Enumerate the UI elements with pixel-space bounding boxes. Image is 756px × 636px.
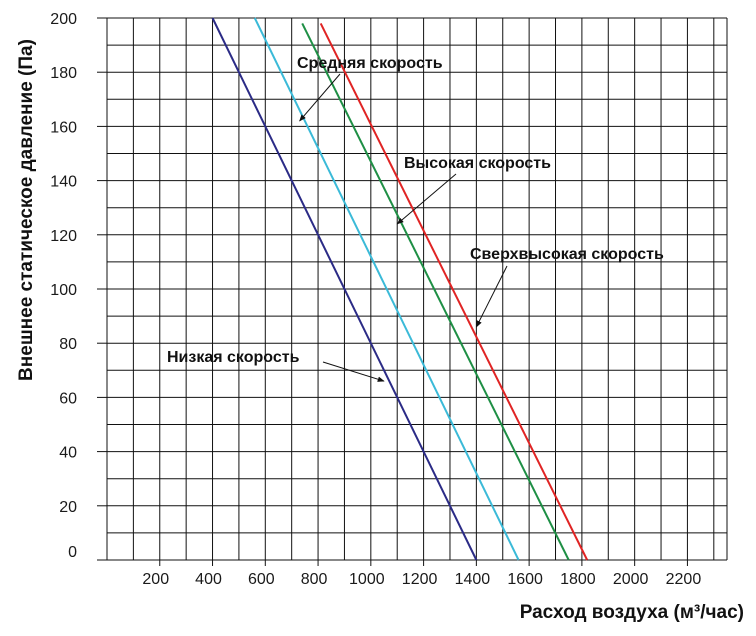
x-tick-label: 2000 xyxy=(613,571,649,588)
x-tick-label: 400 xyxy=(195,571,222,588)
series-line-1 xyxy=(253,17,520,561)
x-tick-label: 1000 xyxy=(349,571,385,588)
x-tick-labels: 200 400 600 800 1000 1200 1400 1600 1800 2000 2200 xyxy=(142,571,701,588)
x-tick-label: 1200 xyxy=(402,571,438,588)
y-tick-label: 20 xyxy=(59,499,77,516)
x-tick-label: 1600 xyxy=(507,571,543,588)
x-tick-label: 800 xyxy=(301,571,328,588)
x-tick-label: 600 xyxy=(248,571,275,588)
y-tick-label: 40 xyxy=(59,445,77,462)
annotation-arrow-1 xyxy=(396,173,457,225)
y-tick-labels: 0 20 40 60 80 100 120 140 160 180 200 xyxy=(50,11,77,561)
x-tick-label: 1400 xyxy=(455,571,491,588)
x-axis-label: Расход воздуха (м³/час) xyxy=(520,602,744,623)
series-line-3 xyxy=(319,22,589,561)
y-tick-label: 60 xyxy=(59,390,77,407)
y-tick-label: 100 xyxy=(50,282,77,299)
annotation-arrow-2 xyxy=(475,265,508,328)
annotation-arrow-3 xyxy=(322,361,385,382)
y-tick-label: 140 xyxy=(50,174,77,191)
series-line-0 xyxy=(211,17,478,561)
annotation-label-3: Низкая скорость xyxy=(167,349,300,366)
x-tick-label: 1800 xyxy=(560,571,596,588)
y-tick-label: 120 xyxy=(50,228,77,245)
y-tick-label: 180 xyxy=(50,65,77,82)
x-tick-label: 200 xyxy=(142,571,169,588)
annotation-label-0: Средняя скорость xyxy=(297,55,443,72)
annotation-arrow-0 xyxy=(299,73,341,122)
grid xyxy=(97,17,728,566)
y-tick-label: 0 xyxy=(68,544,77,561)
y-tick-label: 80 xyxy=(59,336,77,353)
annotations: Средняя скорость Высокая скорость Сверхвыс… xyxy=(167,55,664,382)
annotation-label-2: Сверхвысокая скорость xyxy=(470,246,664,263)
y-tick-label: 200 xyxy=(50,11,77,28)
series-line-2 xyxy=(301,22,570,561)
y-axis-label: Внешнее статическое давление (Па) xyxy=(16,39,37,381)
x-tick-label: 2200 xyxy=(666,571,702,588)
series-lines xyxy=(211,17,589,561)
y-tick-label: 160 xyxy=(50,119,77,136)
annotation-label-1: Высокая скорость xyxy=(404,155,551,172)
